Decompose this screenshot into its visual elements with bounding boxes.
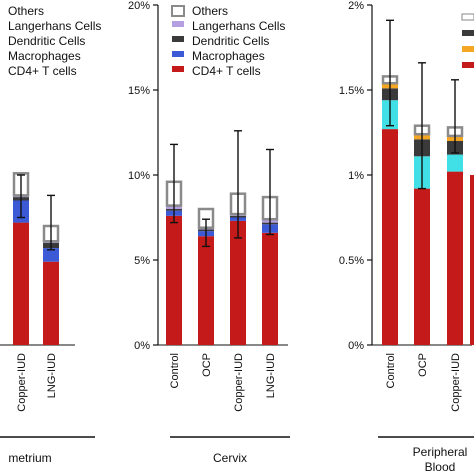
bar-segment-cd4-t-cells (414, 188, 430, 345)
category-label: OCP (201, 353, 213, 377)
y-tick-label: 20% (128, 0, 150, 12)
category-label: Copper-IUD (450, 353, 462, 412)
y-tick-label: 0.5% (339, 255, 364, 267)
y-tick-label: 5% (134, 255, 150, 267)
legend-label-macrophages: Macrophages (192, 49, 265, 63)
category-label: LNG-IUD (265, 353, 277, 398)
y-tick-label: 0% (348, 340, 364, 352)
y-tick-label: 15% (128, 85, 150, 97)
legend-swatch-langerhans-cells (172, 21, 184, 27)
y-tick-label: 0% (134, 340, 150, 352)
bar-segment-cd4-t-cells (447, 171, 463, 345)
group-label: metrium (8, 451, 51, 465)
bar-segment-cd4-t-cells-partial (470, 175, 474, 345)
bar-segment-cd4-t-cells (13, 222, 29, 345)
bar-segment-macrophages (43, 248, 59, 262)
bar-segment-cd4-t-cells (382, 129, 398, 345)
legend-swatch-others (171, 5, 185, 17)
legend-swatch-edge (462, 62, 474, 68)
y-tick-label: 1.5% (339, 85, 364, 97)
bar-segment-cd4-t-cells (43, 261, 59, 345)
category-label: Copper-IUD (233, 353, 245, 412)
bar-segment-cd4-t-cells (230, 220, 246, 345)
category-label: LNG-IUD (46, 353, 58, 398)
legend-label-others: Others (8, 4, 44, 18)
bar-segment-cyan (447, 154, 463, 172)
legend-label-macrophages: Macrophages (8, 49, 81, 63)
category-label: Copper-IUD (16, 353, 28, 412)
legend-label-dendritic-cells: Dendritic Cells (8, 34, 85, 48)
group-label-line1: Peripheral (413, 445, 468, 459)
legend-label-langerhans-cells: Langerhans Cells (8, 19, 101, 33)
category-label: Control (385, 353, 397, 388)
legend-label-langerhans-cells: Langerhans Cells (192, 19, 285, 33)
y-tick-label: 1% (348, 170, 364, 182)
group-label-line2: Blood (425, 460, 456, 474)
bar-segment-cd4-t-cells (166, 215, 182, 345)
legend-label-others: Others (192, 4, 228, 18)
legend-swatch-edge (462, 30, 474, 36)
group-label: Cervix (213, 451, 247, 465)
legend-swatch-edge (461, 13, 474, 21)
category-label: Control (169, 353, 181, 388)
bar-segment-cd4-t-cells (262, 232, 278, 345)
legend-label-dendritic-cells: Dendritic Cells (192, 34, 269, 48)
y-tick-label: 10% (128, 170, 150, 182)
legend-swatch-edge (462, 46, 474, 52)
bar-segment-cd4-t-cells (198, 236, 214, 345)
legend-swatch-macrophages (172, 51, 184, 57)
legend-swatch-cd4-t-cells (172, 66, 184, 72)
legend-label-cd4-t-cells: CD4+ T cells (8, 64, 77, 78)
legend-label-cd4-t-cells: CD4+ T cells (192, 64, 261, 78)
legend-swatch-dendritic-cells (172, 36, 184, 42)
y-tick-label: 2% (348, 0, 364, 12)
category-label: OCP (417, 353, 429, 377)
